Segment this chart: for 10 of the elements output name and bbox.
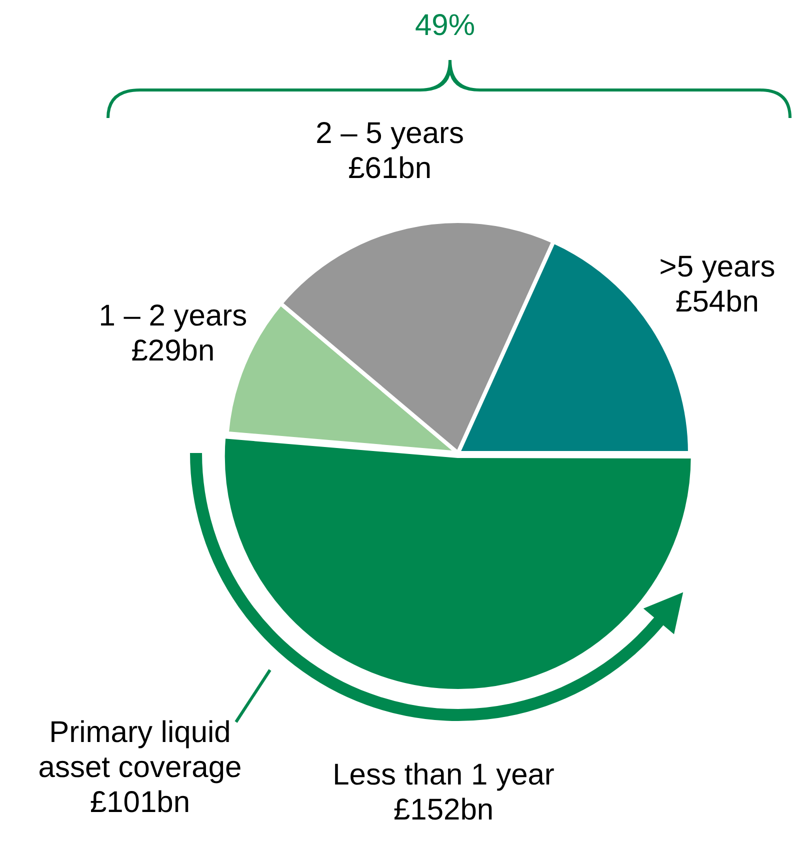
data-label: £152bn — [393, 794, 494, 826]
slice-label: Less than 1 year — [332, 758, 554, 792]
text: 49% — [414, 8, 476, 43]
slice-label: 2 – 5 years — [316, 116, 464, 150]
data-label: £54bn — [676, 285, 759, 318]
slice-label: 1 – 2 years — [98, 300, 248, 333]
text: Primary liquid asset coverage £101bn — [37, 715, 243, 820]
slice-label: >5 years — [659, 250, 776, 284]
data-label: £29bn — [131, 334, 215, 368]
data-label: £61bn — [348, 152, 432, 185]
